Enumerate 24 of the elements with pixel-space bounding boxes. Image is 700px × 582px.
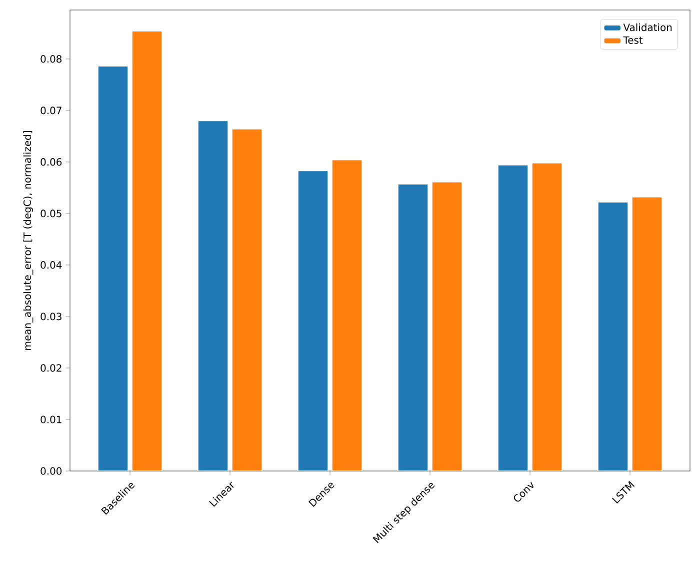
y-tick-label: 0.01	[40, 416, 62, 424]
bar	[332, 159, 362, 471]
bar	[398, 184, 428, 471]
legend-label: Validation	[623, 23, 672, 32]
bar	[298, 170, 328, 471]
bar	[598, 202, 628, 471]
bar	[98, 66, 128, 471]
y-tick-label: 0.07	[40, 106, 62, 114]
y-axis-title: mean_absolute_error [T (degC), normalized]	[23, 131, 34, 350]
y-tick-label: 0.08	[40, 55, 62, 63]
y-tick-label: 0.03	[40, 312, 62, 320]
y-tick-label: 0.06	[40, 158, 62, 166]
y-tick-label: 0.05	[40, 210, 62, 218]
bar	[232, 128, 262, 471]
legend-label: Test	[623, 36, 643, 44]
bar	[198, 120, 228, 471]
bar	[632, 196, 662, 471]
y-tick-label: 0.02	[40, 364, 62, 372]
y-tick-label: 0.00	[40, 467, 62, 475]
bar	[498, 164, 528, 471]
bar	[132, 31, 162, 471]
y-tick-label: 0.04	[40, 261, 62, 269]
bar	[532, 162, 562, 471]
bar	[432, 182, 462, 471]
